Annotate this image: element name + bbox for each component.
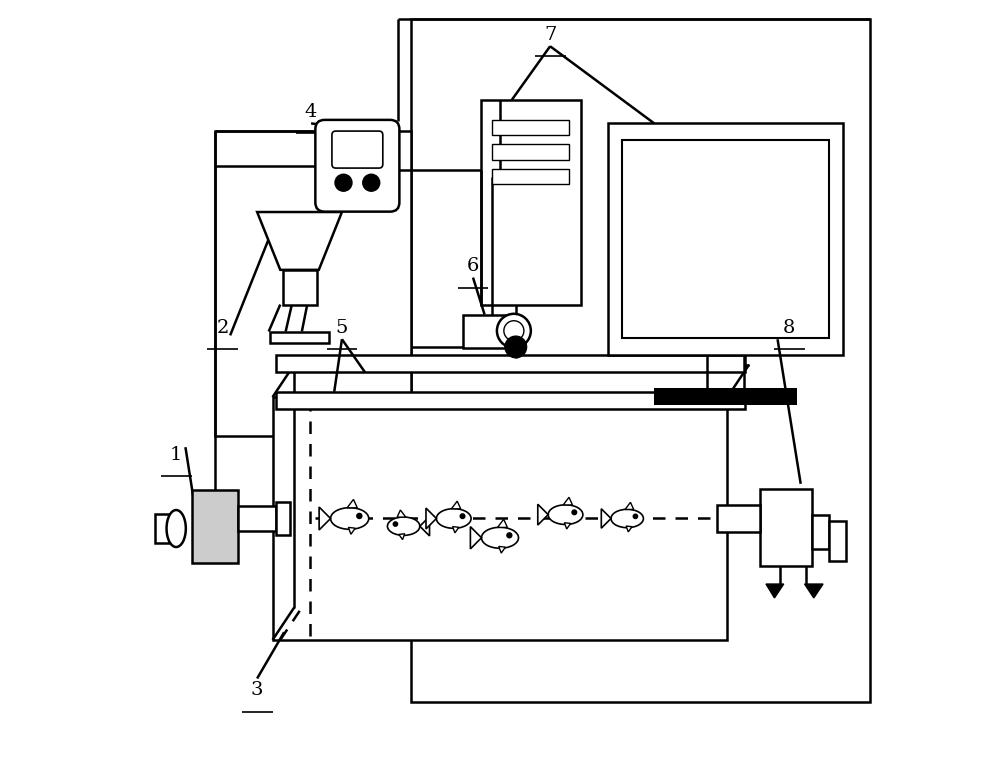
Bar — [492, 169, 569, 184]
Bar — [829, 521, 846, 561]
Bar — [492, 144, 569, 160]
Text: 8: 8 — [783, 318, 795, 337]
FancyBboxPatch shape — [315, 120, 399, 212]
Polygon shape — [563, 497, 572, 505]
Text: 6: 6 — [467, 257, 479, 275]
Polygon shape — [257, 212, 342, 270]
Bar — [192, 490, 238, 563]
Bar — [270, 332, 329, 343]
Polygon shape — [564, 523, 571, 529]
Bar — [654, 388, 797, 405]
Polygon shape — [538, 504, 548, 525]
Ellipse shape — [481, 527, 519, 548]
Bar — [608, 123, 843, 355]
Circle shape — [507, 533, 512, 538]
Circle shape — [335, 174, 352, 191]
Polygon shape — [348, 527, 355, 534]
Bar — [276, 502, 290, 535]
Circle shape — [504, 321, 524, 341]
Ellipse shape — [548, 505, 583, 524]
Bar — [463, 315, 505, 348]
Polygon shape — [420, 517, 430, 536]
Circle shape — [357, 513, 362, 518]
Bar — [760, 489, 812, 566]
Ellipse shape — [611, 510, 643, 527]
Polygon shape — [499, 547, 505, 553]
Bar — [717, 505, 760, 532]
Circle shape — [393, 522, 398, 526]
Polygon shape — [319, 507, 331, 530]
Bar — [276, 392, 745, 409]
Bar — [283, 270, 317, 305]
Polygon shape — [453, 527, 459, 533]
Text: 1: 1 — [170, 446, 182, 464]
Bar — [481, 100, 581, 305]
Bar — [411, 19, 870, 702]
Bar — [238, 507, 276, 530]
FancyBboxPatch shape — [332, 131, 383, 168]
Circle shape — [633, 514, 638, 518]
Polygon shape — [399, 534, 405, 540]
Bar — [276, 355, 745, 372]
Bar — [812, 516, 829, 549]
Polygon shape — [397, 510, 406, 517]
Circle shape — [460, 513, 465, 518]
Circle shape — [572, 510, 577, 515]
Circle shape — [505, 336, 527, 358]
Polygon shape — [470, 527, 481, 549]
Bar — [273, 397, 727, 640]
Polygon shape — [451, 501, 461, 509]
Bar — [622, 140, 829, 338]
Ellipse shape — [331, 507, 369, 530]
Polygon shape — [626, 526, 632, 532]
Ellipse shape — [167, 510, 186, 547]
Polygon shape — [625, 503, 634, 510]
Ellipse shape — [387, 517, 420, 535]
Text: 2: 2 — [216, 318, 229, 337]
Text: 4: 4 — [305, 103, 317, 121]
Polygon shape — [426, 508, 436, 529]
Bar — [215, 131, 411, 436]
Circle shape — [497, 314, 531, 348]
Bar — [155, 514, 169, 543]
Text: 7: 7 — [544, 25, 556, 44]
Polygon shape — [347, 500, 357, 508]
Polygon shape — [498, 520, 507, 527]
Polygon shape — [766, 584, 784, 598]
Text: 5: 5 — [336, 318, 348, 337]
Circle shape — [363, 174, 380, 191]
Bar — [492, 120, 569, 135]
Ellipse shape — [436, 509, 471, 528]
Text: 3: 3 — [251, 681, 263, 699]
Polygon shape — [805, 584, 823, 598]
Polygon shape — [601, 509, 611, 528]
